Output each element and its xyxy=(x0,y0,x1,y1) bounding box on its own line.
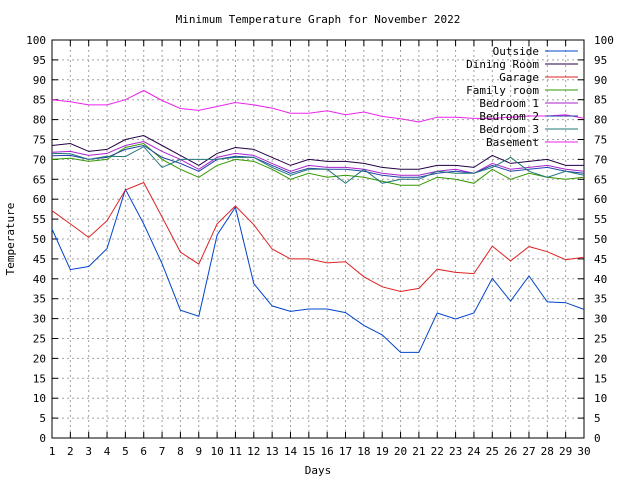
series-line-garage xyxy=(51,181,585,293)
y-tick-label-left: 90 xyxy=(33,74,46,87)
y-tick-label-left: 95 xyxy=(33,54,46,67)
x-tick-label: 22 xyxy=(431,445,444,458)
x-tick-label: 29 xyxy=(559,445,572,458)
x-tick-label: 24 xyxy=(467,445,481,458)
y-tick-label-left: 40 xyxy=(33,273,46,286)
x-tick-label: 5 xyxy=(122,445,129,458)
x-tick-label: 17 xyxy=(339,445,352,458)
x-tick-label: 30 xyxy=(577,445,590,458)
x-tick-label: 27 xyxy=(522,445,535,458)
x-tick-label: 2 xyxy=(67,445,74,458)
y-tick-label-right: 95 xyxy=(594,54,607,67)
y-tick-label-left: 15 xyxy=(33,372,46,385)
x-tick-label: 10 xyxy=(210,445,223,458)
y-tick-label-left: 85 xyxy=(33,94,46,107)
x-tick-label: 3 xyxy=(85,445,92,458)
y-tick-label-right: 10 xyxy=(594,392,607,405)
x-tick-label: 23 xyxy=(449,445,462,458)
x-tick-label: 14 xyxy=(284,445,298,458)
y-tick-label-left: 50 xyxy=(33,233,46,246)
x-tick-label: 6 xyxy=(140,445,147,458)
series-line-bedroom-3 xyxy=(51,146,585,184)
x-axis-label: Days xyxy=(305,464,332,477)
y-tick-label-right: 15 xyxy=(594,372,607,385)
y-tick-label-right: 30 xyxy=(594,313,607,326)
x-tick-label: 28 xyxy=(541,445,554,458)
x-tick-label: 9 xyxy=(195,445,202,458)
x-tick-label: 8 xyxy=(177,445,184,458)
x-tick-label: 15 xyxy=(302,445,315,458)
legend-label-garage: Garage xyxy=(499,71,539,84)
legend-label-outside: Outside xyxy=(493,45,539,58)
y-tick-label-right: 80 xyxy=(594,114,607,127)
series-line-outside xyxy=(51,188,585,353)
y-tick-label-right: 45 xyxy=(594,253,607,266)
y-tick-label-left: 10 xyxy=(33,392,46,405)
x-tick-label: 11 xyxy=(229,445,242,458)
y-tick-label-left: 100 xyxy=(26,34,46,47)
series-line-basement xyxy=(51,89,585,123)
x-tick-label: 20 xyxy=(394,445,407,458)
legend-label-dining-room: Dining Room xyxy=(466,58,539,71)
y-tick-label-left: 5 xyxy=(39,412,46,425)
y-tick-label-right: 55 xyxy=(594,213,607,226)
y-tick-label-left: 70 xyxy=(33,153,46,166)
series-line-dining-room xyxy=(51,134,584,170)
y-tick-label-left: 80 xyxy=(33,114,46,127)
grid-lines xyxy=(52,40,584,438)
legend-label-basement: Basement xyxy=(486,136,539,149)
y-tick-label-left: 0 xyxy=(39,432,46,445)
y-tick-label-right: 50 xyxy=(594,233,607,246)
chart-title: Minimum Temperature Graph for November 2… xyxy=(176,13,461,26)
y-tick-label-right: 0 xyxy=(594,432,601,445)
series-line-bedroom-2 xyxy=(51,144,585,178)
legend-label-family-room: Family room xyxy=(466,84,539,97)
y-tick-label-right: 40 xyxy=(594,273,607,286)
y-tick-label-right: 65 xyxy=(594,173,607,186)
x-tick-label: 18 xyxy=(357,445,370,458)
x-tick-label: 13 xyxy=(266,445,279,458)
series-line-bedroom-1 xyxy=(51,140,585,176)
legend-label-bedroom-3: Bedroom 3 xyxy=(479,123,539,136)
x-tick-label: 4 xyxy=(104,445,111,458)
x-tick-label: 1 xyxy=(49,445,56,458)
y-tick-label-right: 90 xyxy=(594,74,607,87)
y-tick-label-left: 55 xyxy=(33,213,46,226)
y-tick-label-right: 25 xyxy=(594,333,607,346)
legend-label-bedroom-1: Bedroom 1 xyxy=(479,97,539,110)
series-line-family-room xyxy=(51,142,585,186)
x-tick-label: 16 xyxy=(321,445,334,458)
y-tick-label-left: 35 xyxy=(33,293,46,306)
y-tick-label-right: 75 xyxy=(594,134,607,147)
y-tick-label-left: 60 xyxy=(33,193,46,206)
y-tick-label-right: 100 xyxy=(594,34,614,47)
y-tick-label-right: 20 xyxy=(594,352,607,365)
series-layer xyxy=(51,89,585,353)
y-tick-label-right: 70 xyxy=(594,153,607,166)
legend-label-bedroom-2: Bedroom 2 xyxy=(479,110,539,123)
y-tick-label-left: 45 xyxy=(33,253,46,266)
y-tick-label-right: 60 xyxy=(594,193,607,206)
x-tick-label: 21 xyxy=(412,445,425,458)
x-tick-label: 12 xyxy=(247,445,260,458)
y-tick-label-left: 65 xyxy=(33,173,46,186)
x-tick-label: 25 xyxy=(486,445,499,458)
y-tick-label-left: 20 xyxy=(33,352,46,365)
x-tick-label: 26 xyxy=(504,445,517,458)
y-axis-label: Temperature xyxy=(4,203,17,276)
y-tick-label-left: 30 xyxy=(33,313,46,326)
x-tick-label: 19 xyxy=(376,445,389,458)
y-tick-label-left: 75 xyxy=(33,134,46,147)
y-tick-label-right: 5 xyxy=(594,412,601,425)
y-tick-label-right: 35 xyxy=(594,293,607,306)
y-tick-label-right: 85 xyxy=(594,94,607,107)
x-tick-label: 7 xyxy=(159,445,166,458)
y-tick-label-left: 25 xyxy=(33,333,46,346)
